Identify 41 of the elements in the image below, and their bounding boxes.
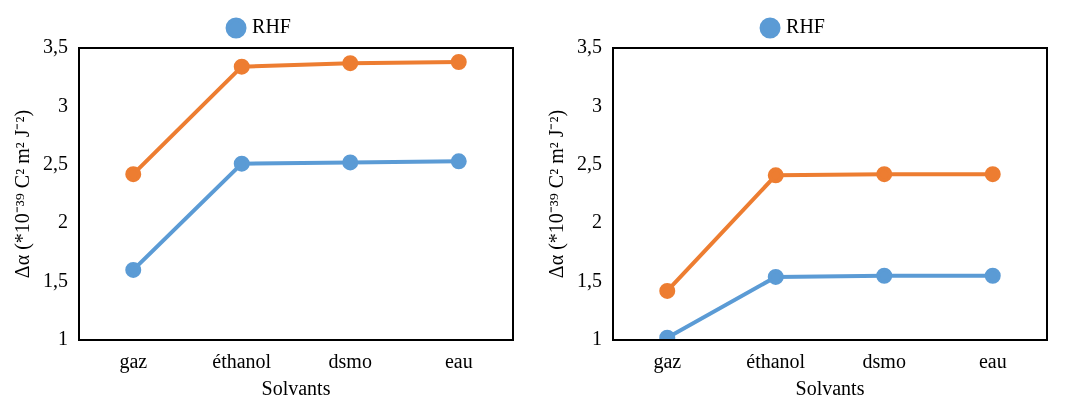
y-tick-label: 1,5 [43,268,68,291]
y-tick-label: 3 [592,93,602,116]
point [984,267,1001,284]
legend-label: RHF [786,15,825,38]
point [125,166,142,183]
y-tick-label: 3 [58,93,68,116]
y-tick-label: 2,5 [43,152,68,175]
x-tick-label: éthanol [212,350,272,373]
y-tick-label: 1 [58,327,68,350]
point [125,261,142,278]
y-tick-label: 3,5 [43,35,68,58]
point [450,54,467,71]
x-axis-title: Solvants [795,377,865,400]
y-tick-label: 1 [592,327,602,350]
x-tick-label: dsmo [862,350,906,373]
y-tick-label: 3,5 [577,35,602,58]
point [767,268,784,285]
point [233,58,250,75]
x-tick-label: dsmo [328,350,372,373]
point [342,154,359,171]
x-tick-label: gaz [653,350,682,374]
x-axis-title: Solvants [261,377,331,400]
y-axis-title: Δα (*10⁻³⁹ C² m² J⁻²) [545,109,569,279]
point [876,166,893,183]
y-tick-label: 2 [592,210,602,233]
x-tick-label: eau [978,350,1007,373]
point [767,167,784,184]
x-tick-label: eau [444,350,473,373]
x-tick-label: éthanol [746,350,806,373]
y-tick-label: 1,5 [577,268,602,291]
legend-label: RHF [252,15,291,38]
point [342,55,359,72]
y-tick-label: 2 [58,210,68,233]
point [450,153,467,170]
point [984,166,1001,183]
y-tick-label: 2,5 [577,152,602,175]
point [659,282,676,299]
point [233,155,250,172]
y-axis-title: Δα (*10⁻³⁹ C² m² J⁻²) [11,109,35,279]
x-tick-label: gaz [119,350,148,374]
point [876,267,893,284]
